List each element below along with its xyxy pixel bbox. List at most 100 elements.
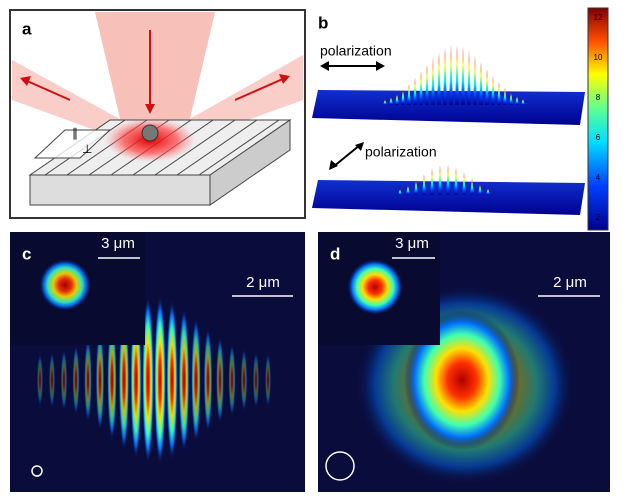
panel-d: d 3 μm 2 μm (318, 232, 610, 492)
spike (419, 71, 423, 105)
stripe (36, 353, 44, 407)
panel-c: c 3 μm 2 μm (10, 232, 305, 492)
spike (486, 188, 490, 195)
panel-label: d (330, 244, 340, 263)
colorbar-tick-label: 2 (596, 213, 601, 222)
arrow (234, 77, 286, 101)
size-circle (31, 465, 43, 477)
spike (461, 46, 465, 105)
stripe (252, 351, 260, 409)
spike (521, 98, 525, 105)
spike (395, 93, 399, 105)
polarization-label: polarization (320, 43, 392, 59)
stripe (228, 343, 236, 417)
spike (425, 64, 429, 105)
spike (443, 47, 447, 105)
arrow-head (329, 160, 338, 170)
spike (485, 68, 489, 105)
spike (383, 99, 387, 105)
arrow-head (279, 74, 290, 84)
symbol: ⊥ (82, 142, 92, 156)
double-arrow (332, 144, 361, 168)
stripe (72, 344, 80, 416)
stripe (48, 351, 56, 409)
spike (430, 168, 434, 195)
arrow (24, 79, 71, 101)
panel-label: a (22, 19, 32, 38)
spike (398, 189, 402, 195)
spike (437, 52, 441, 105)
arrow-head (376, 61, 385, 71)
spike (401, 89, 405, 105)
stripe (84, 337, 92, 423)
stripe (240, 348, 248, 412)
spike (438, 165, 442, 195)
arrow-head (355, 142, 364, 151)
arrow-head (320, 61, 329, 71)
spike (449, 45, 453, 105)
spike (515, 96, 519, 105)
inset-spot (347, 259, 403, 315)
stripe (216, 336, 224, 424)
particle (141, 124, 159, 142)
colorbar-ticks: 12 10 8 6 4 2 (594, 13, 603, 222)
size-circle (325, 451, 355, 481)
stripe (264, 353, 272, 407)
grating-front (29, 174, 211, 206)
surface-plot (312, 180, 585, 215)
spike (422, 174, 426, 195)
spike (470, 178, 474, 195)
stripe (107, 319, 117, 441)
spike (478, 183, 482, 195)
ridge (154, 119, 236, 176)
stripe (191, 317, 201, 443)
spike (497, 81, 501, 105)
stripe (60, 348, 68, 412)
panel-label: b (318, 13, 328, 32)
arrow-head (145, 104, 155, 114)
colorbar-tick-label: 10 (594, 53, 603, 62)
spike (414, 179, 418, 195)
arrow-head (20, 76, 31, 86)
spike (431, 57, 435, 105)
spike (389, 97, 393, 105)
laser-cone (95, 12, 215, 140)
spike (407, 83, 411, 105)
spike (503, 87, 507, 105)
panel-b: b polarization polarization 12 10 8 6 4 2 (312, 7, 609, 231)
surface-plot (312, 90, 585, 125)
panel-a: a ∥ ⊥ (9, 9, 306, 219)
symbol: ∥ (72, 126, 78, 140)
spike (455, 45, 459, 105)
scale-label: 2 μm (246, 274, 280, 291)
ridge (198, 119, 280, 176)
stripe (178, 307, 190, 453)
stripe (142, 295, 154, 465)
spike (462, 172, 466, 195)
colorbar-tick-label: 4 (596, 173, 601, 182)
spike (509, 92, 513, 105)
panel-label: c (22, 244, 31, 263)
ridge (176, 119, 258, 176)
spike (467, 50, 471, 105)
scale-label: 3 μm (101, 235, 135, 252)
colorbar (587, 7, 609, 231)
spike (491, 75, 495, 105)
colorbar-tick-label: 12 (594, 13, 603, 22)
stripe (203, 327, 213, 433)
spikes (383, 45, 525, 195)
colorbar-tick-label: 6 (596, 133, 601, 142)
grating-side (209, 119, 291, 206)
contour (46, 266, 84, 304)
scale-label: 2 μm (553, 274, 587, 291)
scale-label: 3 μm (395, 235, 429, 252)
spike (479, 62, 483, 105)
polarization-plane (33, 129, 112, 159)
spike (473, 55, 477, 105)
stripe (166, 299, 178, 461)
stripe (95, 329, 105, 431)
spike (454, 167, 458, 195)
stripe (154, 295, 166, 465)
spike (413, 77, 417, 105)
